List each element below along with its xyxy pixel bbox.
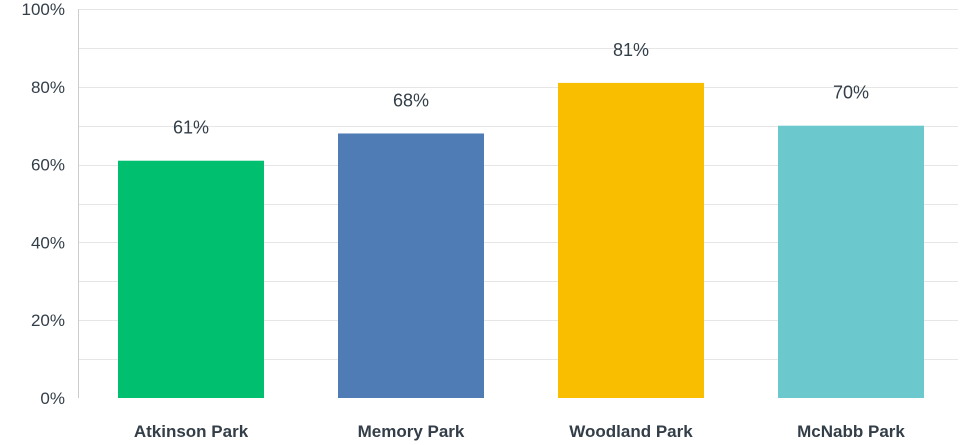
x-tick-label: McNabb Park: [797, 422, 905, 441]
bars: [118, 82, 924, 399]
y-axis: 0% 20% 40% 60% 80% 100%: [22, 0, 65, 408]
y-tick-label: 0%: [40, 389, 65, 408]
y-tick-label: 80%: [31, 78, 65, 97]
data-label: 70%: [833, 83, 869, 103]
data-label: 61%: [173, 118, 209, 138]
x-axis: Atkinson Park Memory Park Woodland Park McN…: [134, 422, 906, 441]
data-labels: 61% 68% 81% 70%: [173, 40, 869, 138]
bar: [558, 82, 704, 398]
x-tick-label: Atkinson Park: [134, 422, 249, 441]
x-tick-label: Woodland Park: [569, 422, 693, 441]
y-tick-label: 40%: [31, 233, 65, 252]
y-tick-label: 60%: [31, 156, 65, 175]
data-label: 81%: [613, 40, 649, 60]
x-tick-label: Memory Park: [358, 422, 465, 441]
y-tick-label: 100%: [22, 0, 65, 19]
bar: [338, 133, 484, 399]
data-label: 68%: [393, 90, 429, 110]
y-tick-label: 20%: [31, 311, 65, 330]
bar: [778, 125, 924, 398]
bar: [118, 160, 264, 398]
